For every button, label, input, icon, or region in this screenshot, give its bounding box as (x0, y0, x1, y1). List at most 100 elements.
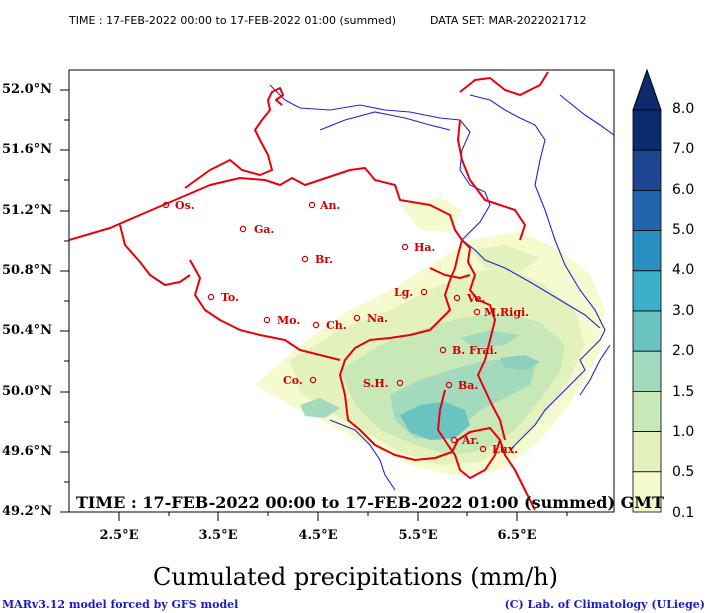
precip-area-1.5b (300, 398, 340, 418)
lon-label: 5.5°E (398, 528, 438, 543)
colorbar-label: 7.0 (672, 141, 695, 157)
city-label: M.Rigi. (484, 306, 529, 319)
nl-border-north (184, 87, 284, 189)
lon-label: 3.5°E (198, 528, 238, 543)
lat-label: 49.6°N (1, 444, 52, 459)
north-river (559, 94, 614, 136)
lon-label: 6.5°E (497, 528, 537, 543)
header-time-text: TIME : 17-FEB-2022 00:00 to 17-FEB-2022 … (69, 14, 397, 27)
colorbar-label: 8.0 (672, 101, 695, 117)
lat-label: 50.8°N (1, 263, 52, 278)
city-label: S.H. (363, 377, 389, 390)
coast-line (269, 84, 491, 241)
colorbar-label: 0.1 (672, 505, 695, 521)
colorbar-swatch (632, 390, 662, 432)
province-line-3 (429, 267, 471, 279)
rhine-river (469, 94, 606, 451)
city-label: Ar. (461, 434, 479, 447)
colorbar-label: 4.0 (672, 262, 695, 278)
city-marker-br (301, 255, 309, 263)
lon-label: 2.5°E (99, 528, 139, 543)
city-marker-ga (239, 225, 247, 233)
lab-credit: (C) Lab. of Climatology (ULiege) (504, 598, 705, 611)
city-marker-na (353, 314, 361, 322)
city-label: An. (319, 199, 340, 212)
colorbar-swatch (632, 149, 662, 191)
meuse-river (461, 239, 601, 329)
lat-label: 50.4°N (1, 323, 52, 338)
city-label: Ch. (326, 319, 347, 332)
city-label: Ha. (414, 241, 435, 254)
city-marker-sh (396, 379, 404, 387)
colorbar-label: 0.5 (672, 464, 695, 480)
colorbar (632, 68, 662, 513)
city-label: Br. (315, 253, 333, 266)
city-marker-co (309, 376, 317, 384)
colorbar-label: 3.0 (672, 303, 695, 319)
colorbar-label: 1.0 (672, 424, 695, 440)
scheldt-river (319, 111, 451, 131)
city-marker-ch (312, 321, 320, 329)
city-marker-ba (445, 381, 453, 389)
nl-east-border (457, 119, 526, 241)
colorbar-swatch (632, 431, 662, 473)
lat-label: 52.0°N (1, 82, 52, 97)
city-labels: Os. An. Ga. Ha. Br. To. Lg. Ve. M.Rigi. … (175, 199, 529, 456)
header-dataset-text: DATA SET: MAR-2022021712 (430, 14, 587, 27)
colorbar-swatch (632, 230, 662, 272)
precip-area-2.0b (500, 355, 540, 370)
city-marker-mo (263, 316, 271, 324)
province-line-2 (119, 224, 191, 286)
map-title: Cumulated precipitations (mm/h) (153, 563, 558, 591)
precip-area-2.0 (400, 402, 470, 440)
lat-label: 50.0°N (1, 384, 52, 399)
city-label: Ga. (254, 223, 274, 236)
city-label: Co. (283, 374, 303, 387)
border-river (579, 344, 611, 396)
colorbar-label: 5.0 (672, 222, 695, 238)
colorbar-swatch (632, 471, 662, 513)
lat-label: 51.2°N (1, 203, 52, 218)
city-marker-ve (453, 294, 461, 302)
north-coast-border (69, 167, 463, 241)
colorbar-label: 2.0 (672, 343, 695, 359)
city-label: To. (221, 291, 239, 304)
city-marker-bfrai (439, 346, 447, 354)
city-marker-os (162, 201, 170, 209)
colorbar-swatch (632, 350, 662, 392)
city-label: Ve. (466, 292, 485, 305)
city-marker-to (207, 293, 215, 301)
nl-north-border (459, 71, 549, 96)
city-label: Ba. (458, 379, 478, 392)
precipitation-field (255, 198, 605, 475)
plot-frame (68, 69, 615, 513)
lon-label: 4.5°E (298, 528, 338, 543)
model-credit: MARv3.12 model forced by GFS model (2, 598, 239, 611)
city-marker-lg (420, 288, 428, 296)
colorbar-swatch (632, 270, 662, 312)
axis-ticks (60, 89, 568, 521)
lat-label: 51.6°N (1, 142, 52, 157)
precip-area-0.1b (400, 198, 462, 232)
precip-area-1.0b (470, 245, 540, 272)
south-river (329, 419, 396, 491)
city-markers (162, 201, 487, 453)
city-marker-ar (450, 436, 458, 444)
lux-border (437, 389, 501, 479)
rivers-coastline (269, 84, 614, 491)
inner-time-text: TIME : 17-FEB-2022 00:00 to 17-FEB-2022 … (76, 493, 664, 512)
colorbar-swatch (632, 109, 662, 151)
borders (69, 71, 549, 511)
nl-border-east (339, 239, 536, 511)
province-line-1 (189, 259, 341, 361)
lat-label: 49.2°N (1, 504, 52, 519)
city-label: B. Frai. (452, 344, 498, 357)
de-border (461, 239, 506, 441)
city-label: Lg. (394, 286, 413, 299)
colorbar-label: 6.0 (672, 182, 695, 198)
city-marker-lux (479, 445, 487, 453)
city-label: Mo. (277, 314, 300, 327)
city-label: Os. (175, 199, 195, 212)
colorbar-label: 1.5 (672, 384, 695, 400)
